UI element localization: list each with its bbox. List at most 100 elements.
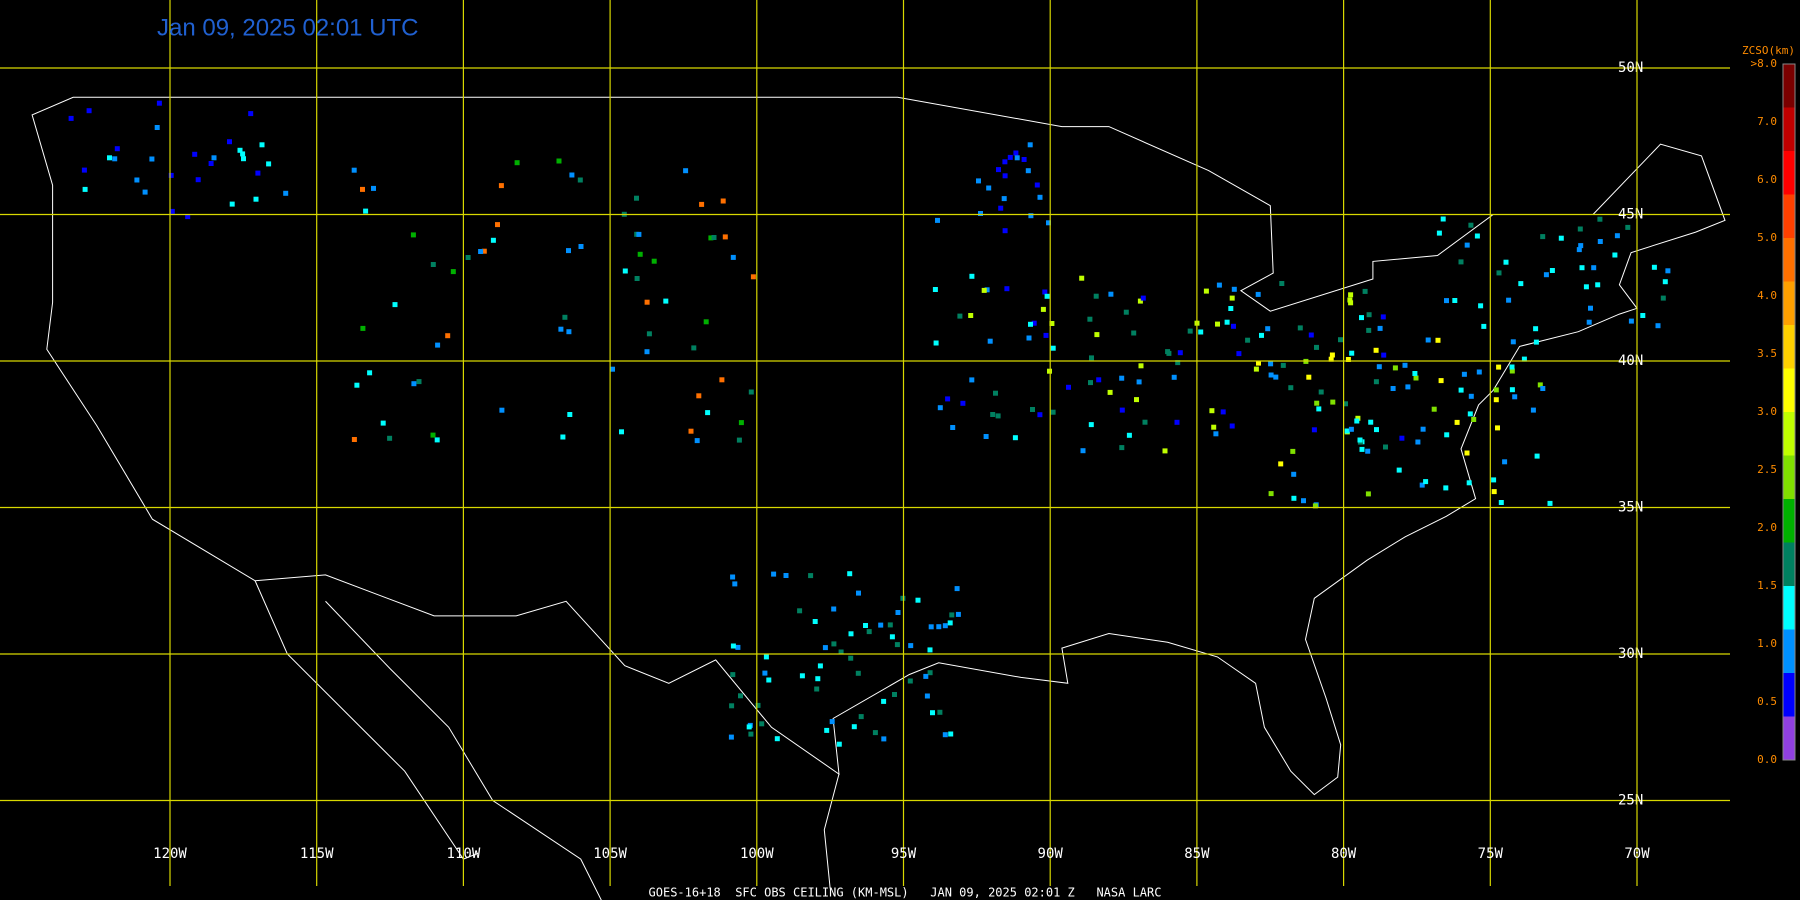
latitude-label: 50N: [1618, 60, 1643, 76]
station-marker: [1080, 448, 1086, 454]
station-marker: [1359, 446, 1365, 452]
station-marker: [578, 244, 584, 249]
station-marker: [185, 214, 191, 220]
station-marker: [142, 189, 148, 195]
station-marker: [1231, 323, 1236, 329]
station-marker: [1481, 323, 1487, 329]
station-marker: [866, 629, 872, 635]
station-marker: [392, 302, 398, 308]
station-marker: [948, 731, 954, 737]
station-marker: [1444, 432, 1450, 438]
station-marker: [86, 108, 92, 114]
station-marker: [229, 201, 235, 207]
station-marker: [762, 670, 768, 676]
station-marker: [1187, 328, 1193, 334]
station-marker: [499, 407, 505, 413]
station-marker: [878, 622, 884, 628]
station-marker: [1209, 408, 1215, 414]
station-marker: [856, 590, 861, 596]
station-marker: [1464, 242, 1470, 248]
station-marker: [1343, 401, 1348, 407]
station-marker: [1612, 252, 1618, 258]
station-marker: [634, 195, 639, 201]
station-marker: [998, 205, 1004, 211]
station-marker: [1308, 332, 1314, 338]
station-marker: [636, 231, 642, 237]
station-marker: [1279, 281, 1285, 286]
station-marker: [1291, 471, 1297, 477]
station-marker: [1030, 407, 1035, 412]
station-marker: [838, 649, 844, 655]
station-marker: [1381, 352, 1387, 358]
station-marker: [227, 139, 232, 145]
station-layer: [68, 100, 1671, 747]
station-marker: [960, 400, 966, 406]
station-marker: [1376, 364, 1382, 370]
station-marker: [1224, 319, 1230, 325]
coastline: [254, 580, 479, 860]
station-marker: [1338, 337, 1343, 343]
station-marker: [1229, 295, 1235, 301]
station-marker: [986, 185, 992, 191]
station-marker: [566, 248, 571, 254]
station-marker: [68, 115, 74, 121]
station-marker: [1002, 173, 1008, 179]
station-marker: [1138, 363, 1144, 369]
station-marker: [1588, 305, 1593, 311]
station-marker: [1640, 313, 1646, 318]
station-marker: [1509, 387, 1515, 393]
station-marker: [1349, 350, 1355, 356]
station-marker: [1255, 291, 1261, 297]
station-marker: [908, 643, 914, 649]
station-marker: [1373, 347, 1379, 353]
station-marker: [237, 147, 243, 153]
station-marker: [1365, 491, 1371, 497]
station-marker: [797, 608, 803, 614]
station-marker: [1031, 320, 1037, 326]
station-marker: [688, 428, 694, 434]
station-marker: [1007, 154, 1013, 160]
station-marker: [556, 158, 562, 164]
station-marker: [969, 273, 975, 279]
station-marker: [696, 393, 702, 399]
colorbar-segment: [1783, 542, 1795, 587]
station-marker: [936, 624, 942, 630]
station-marker: [1328, 356, 1334, 362]
station-marker: [1126, 432, 1132, 438]
station-marker: [1198, 329, 1204, 335]
station-marker: [1259, 332, 1264, 338]
colorbar-segment: [1783, 107, 1795, 152]
station-marker: [1491, 489, 1497, 495]
station-marker: [1390, 386, 1396, 391]
station-marker: [351, 167, 357, 173]
station-marker: [1471, 417, 1477, 422]
station-marker: [1211, 424, 1217, 430]
colorbar-segment: [1783, 194, 1795, 239]
station-marker: [815, 676, 821, 682]
station-marker: [1399, 435, 1405, 441]
station-marker: [208, 161, 214, 166]
station-marker: [577, 177, 583, 183]
legend: ZCSO(km)>8.0 7.0 6.0 5.0 4.0 3.5 3.0 2.5 2.0 1.5 1…: [1742, 44, 1796, 766]
station-marker: [1362, 288, 1368, 294]
legend-top-label: >8.0: [1751, 57, 1778, 70]
station-marker: [156, 100, 162, 106]
station-marker: [1174, 419, 1180, 425]
grid-layer: 50N 45N 40N 35N 30N 25N 120W 115W 110W 105W 100W 95…: [0, 0, 1730, 886]
longitude-label: 85W: [1184, 846, 1210, 862]
legend-title: ZCSO(km): [1742, 44, 1795, 57]
station-marker: [1495, 425, 1500, 431]
station-marker: [1405, 384, 1411, 390]
station-marker: [1136, 379, 1142, 385]
station-marker: [928, 624, 934, 630]
longitude-label: 100W: [740, 846, 774, 862]
station-marker: [81, 167, 87, 173]
station-marker: [1464, 450, 1470, 456]
station-marker: [360, 186, 365, 192]
station-marker: [380, 420, 386, 426]
station-marker: [942, 732, 948, 738]
station-marker: [1131, 330, 1137, 336]
station-marker: [1265, 326, 1271, 332]
longitude-label: 105W: [593, 846, 627, 862]
